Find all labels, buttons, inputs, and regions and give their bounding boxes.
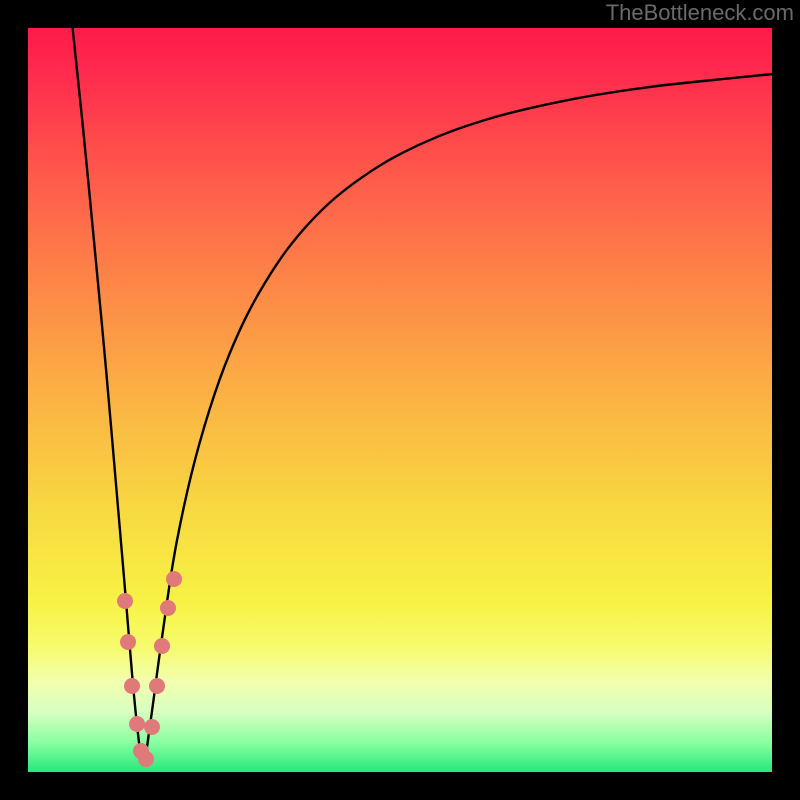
data-marker bbox=[149, 678, 165, 694]
data-marker bbox=[166, 571, 182, 587]
data-marker bbox=[160, 600, 176, 616]
data-marker bbox=[120, 634, 136, 650]
markers-layer bbox=[28, 28, 772, 772]
data-marker bbox=[129, 716, 145, 732]
plot-area bbox=[28, 28, 772, 772]
data-marker bbox=[138, 751, 154, 767]
data-marker bbox=[154, 638, 170, 654]
plot-frame bbox=[28, 28, 772, 772]
data-marker bbox=[117, 593, 133, 609]
watermark-text: TheBottleneck.com bbox=[606, 0, 794, 26]
data-marker bbox=[124, 678, 140, 694]
data-marker bbox=[144, 719, 160, 735]
